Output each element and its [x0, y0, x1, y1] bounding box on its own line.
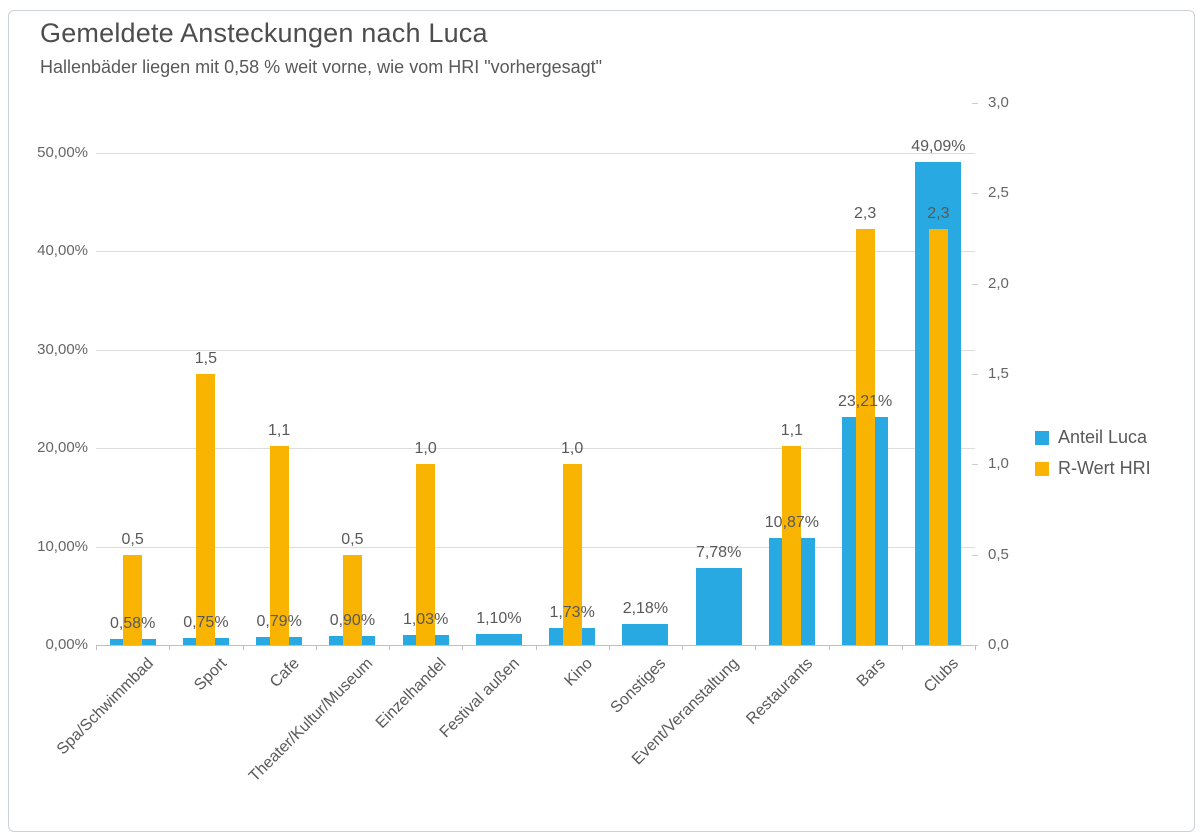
- left-axis-tick-label: 20,00%: [37, 439, 88, 457]
- right-axis-tick-label: 0,0: [988, 636, 1009, 653]
- legend-swatch-r-wert-hri-icon: [1035, 461, 1049, 476]
- x-axis-tick: [901, 645, 903, 650]
- left-axis-tick-label: 30,00%: [37, 340, 88, 358]
- category-label-spa-schwimmbad: Spa/Schwimmbad: [53, 655, 157, 759]
- bar-r-wert-hri-restaurants: [782, 446, 802, 645]
- right-axis-tick-label: 1,5: [988, 365, 1009, 382]
- data-label-r-wert-hri-kino: 1,0: [561, 440, 584, 458]
- right-axis-tick: [972, 283, 978, 285]
- data-label-anteil-luca-bars: 23,21%: [837, 392, 893, 410]
- right-axis-tick-label: 2,5: [988, 184, 1009, 202]
- data-label-anteil-luca-kino: 1,73%: [549, 603, 595, 621]
- legend-swatch-anteil-luca-icon: [1035, 430, 1049, 445]
- legend-item-anteil-luca: Anteil Luca: [1035, 427, 1151, 448]
- data-label-anteil-luca-festival-außen: 1,10%: [476, 610, 522, 628]
- gridline: [96, 153, 975, 154]
- data-label-r-wert-hri-spa-schwimmbad: 0,5: [121, 530, 144, 548]
- data-label-r-wert-hri-restaurants: 1,1: [780, 422, 803, 440]
- bar-r-wert-hri-bars: [855, 229, 875, 645]
- x-axis-tick: [462, 645, 464, 650]
- bar-anteil-luca-event-veranstaltung: [695, 568, 742, 645]
- category-label-theater-kultur-museum: Theater/Kultur/Museum: [246, 655, 377, 786]
- bar-r-wert-hri-theater-kultur-museum: [342, 554, 362, 645]
- right-axis-tick: [972, 374, 978, 375]
- data-label-r-wert-hri-bars: 2,3: [854, 205, 877, 223]
- chart-legend: Anteil Luca R-Wert HRI: [1035, 427, 1151, 489]
- left-axis-tick-label: 10,00%: [37, 537, 88, 555]
- data-label-r-wert-hri-theater-kultur-museum: 0,5: [341, 530, 364, 548]
- x-axis-tick: [389, 645, 390, 650]
- data-label-anteil-luca-sport: 0,75%: [183, 613, 229, 631]
- gridline: [96, 349, 975, 351]
- data-label-anteil-luca-spa-schwimmbad: 0,58%: [109, 615, 156, 633]
- x-axis-tick: [608, 645, 610, 650]
- bar-r-wert-hri-kino: [562, 464, 582, 645]
- data-label-anteil-luca-theater-kultur-museum: 0,90%: [329, 612, 376, 630]
- x-axis-tick: [169, 645, 171, 650]
- data-label-anteil-luca-event-veranstaltung: 7,78%: [695, 544, 742, 562]
- chart-subtitle: Hallenbäder liegen mit 0,58 % weit vorne…: [40, 57, 603, 77]
- x-axis-tick: [755, 645, 757, 650]
- right-axis-tick-label: 0,5: [988, 545, 1009, 563]
- data-label-r-wert-hri-sport: 1,5: [194, 350, 217, 367]
- left-axis-tick-label: 40,00%: [37, 242, 88, 260]
- right-axis-tick-label: 1,0: [988, 455, 1009, 473]
- category-label-einzelhandel: Einzelhandel: [372, 655, 450, 732]
- legend-item-r-wert-hri: R-Wert HRI: [1035, 458, 1151, 479]
- gridline: [96, 448, 975, 450]
- category-label-sonstiges: Sonstiges: [607, 655, 670, 717]
- category-label-sport: Sport: [190, 655, 230, 695]
- gridline: [96, 546, 975, 548]
- x-axis-tick: [975, 645, 976, 650]
- category-label-clubs: Clubs: [921, 655, 963, 696]
- data-label-anteil-luca-einzelhandel: 1,03%: [402, 610, 449, 628]
- bar-anteil-luca-sonstiges: [622, 623, 669, 645]
- bar-r-wert-hri-einzelhandel: [416, 464, 436, 645]
- data-label-anteil-luca-clubs: 49,09%: [911, 137, 966, 155]
- right-axis-tick-label: 3,0: [988, 94, 1009, 111]
- right-axis-tick: [972, 554, 978, 556]
- x-axis-tick: [96, 645, 97, 650]
- data-label-r-wert-hri-clubs: 2,3: [927, 205, 950, 223]
- gridline: [96, 251, 975, 253]
- bar-anteil-luca-festival-außen: [475, 634, 522, 645]
- data-label-anteil-luca-sonstiges: 2,18%: [622, 599, 669, 617]
- category-label-cafe: Cafe: [267, 655, 304, 691]
- data-label-r-wert-hri-cafe: 1,1: [268, 422, 291, 440]
- chart-title: Gemeldete Ansteckungen nach Luca: [40, 18, 488, 48]
- legend-label-r-wert-hri: R-Wert HRI: [1058, 458, 1151, 478]
- data-label-anteil-luca-restaurants: 10,87%: [764, 514, 820, 532]
- right-axis-tick: [972, 103, 978, 104]
- x-axis-tick: [242, 645, 244, 650]
- right-axis-tick: [972, 193, 978, 195]
- category-label-kino: Kino: [561, 655, 597, 690]
- bar-r-wert-hri-spa-schwimmbad: [123, 554, 143, 645]
- bar-r-wert-hri-sport: [196, 374, 216, 645]
- x-axis-tick: [315, 645, 317, 650]
- data-label-r-wert-hri-einzelhandel: 1,0: [414, 440, 437, 458]
- right-axis-tick: [972, 464, 978, 466]
- data-label-anteil-luca-cafe: 0,79%: [256, 613, 302, 631]
- left-axis-tick-label: 0,00%: [45, 636, 88, 653]
- category-label-restaurants: Restaurants: [742, 655, 816, 729]
- x-axis-tick: [828, 645, 830, 650]
- x-axis-tick: [682, 645, 683, 650]
- right-axis-tick-label: 2,0: [988, 274, 1009, 292]
- bar-r-wert-hri-clubs: [928, 229, 948, 645]
- bar-r-wert-hri-cafe: [269, 446, 289, 645]
- category-label-bars: Bars: [853, 655, 890, 691]
- x-axis-tick: [535, 645, 537, 650]
- left-axis-tick-label: 50,00%: [37, 144, 88, 161]
- legend-label-anteil-luca: Anteil Luca: [1058, 427, 1148, 447]
